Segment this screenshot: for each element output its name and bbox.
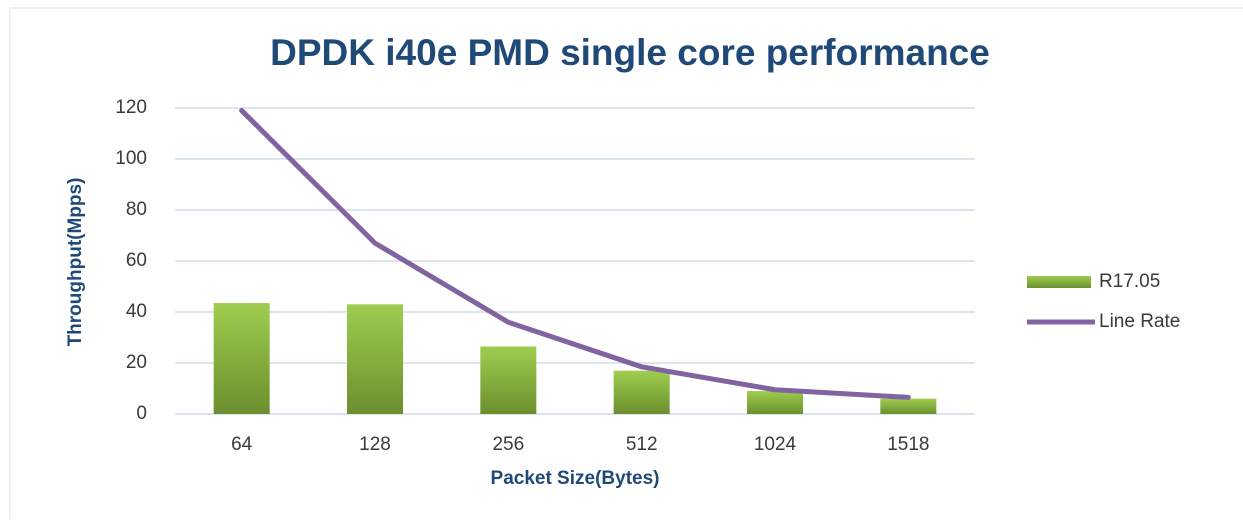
x-tick-label: 512 bbox=[626, 434, 658, 455]
legend-label: R17.05 bbox=[1099, 271, 1160, 292]
y-tick-label: 40 bbox=[126, 301, 147, 322]
bar bbox=[480, 346, 537, 414]
bar bbox=[747, 391, 803, 414]
x-axis-label: Packet Size(Bytes) bbox=[491, 468, 660, 489]
y-tick-label: 0 bbox=[136, 403, 147, 424]
y-axis-label: Throughput(Mpps) bbox=[65, 178, 86, 347]
line bbox=[239, 108, 911, 400]
y-tick-label: 100 bbox=[115, 148, 147, 169]
y-tick-label: 20 bbox=[126, 352, 147, 373]
legend: R17.05 Line Rate bbox=[1027, 271, 1180, 332]
chart-title: DPDK i40e PMD single core performance bbox=[270, 32, 990, 73]
bar bbox=[213, 303, 270, 414]
x-tick-label: 1024 bbox=[754, 434, 797, 455]
x-tick-label: 128 bbox=[359, 434, 391, 455]
x-tick-label: 256 bbox=[492, 434, 524, 455]
y-tick-label: 80 bbox=[126, 199, 147, 220]
bar bbox=[347, 304, 403, 414]
x-tick-label: 64 bbox=[231, 434, 253, 455]
y-tick-label: 60 bbox=[126, 250, 147, 271]
bar bbox=[613, 370, 670, 414]
legend-label: Line Rate bbox=[1099, 311, 1180, 332]
x-tick-label: 1518 bbox=[887, 434, 929, 455]
y-tick-label: 120 bbox=[115, 97, 147, 118]
legend-swatch bbox=[1027, 276, 1091, 288]
bar bbox=[880, 398, 937, 414]
plot-area: 0 20 40 60 80 100 120 64 128 256 512 1024 1518 bbox=[115, 97, 975, 455]
